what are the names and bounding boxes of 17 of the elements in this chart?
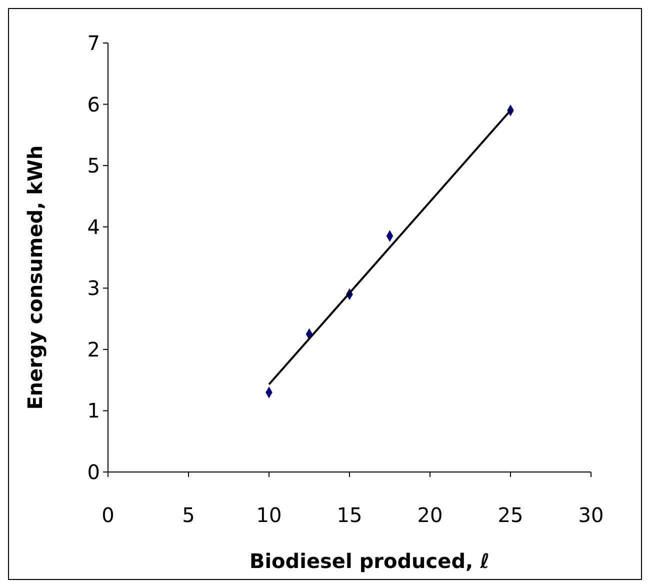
x-tick-label: 25: [498, 503, 524, 527]
y-tick-label: 4: [87, 214, 100, 239]
x-tick-label: 0: [102, 503, 114, 527]
y-tick-label: 1: [87, 398, 100, 423]
x-tick-label: 20: [417, 503, 443, 527]
y-tick-label: 0: [87, 460, 100, 484]
x-axis-title: Biodiesel produced, ℓ: [249, 549, 490, 573]
y-tick-label: 6: [87, 92, 100, 116]
x-tick-label: 15: [336, 503, 362, 527]
x-tick-label: 30: [578, 503, 604, 527]
x-tick-label: 5: [182, 503, 195, 527]
y-tick-label: 2: [87, 337, 100, 362]
y-tick-label: 3: [87, 276, 100, 300]
y-axis-title: Energy consumed, kWh: [23, 145, 47, 410]
y-tick-label: 7: [87, 31, 100, 55]
y-tick-label: 5: [87, 154, 100, 178]
x-tick-label: 10: [256, 503, 282, 527]
